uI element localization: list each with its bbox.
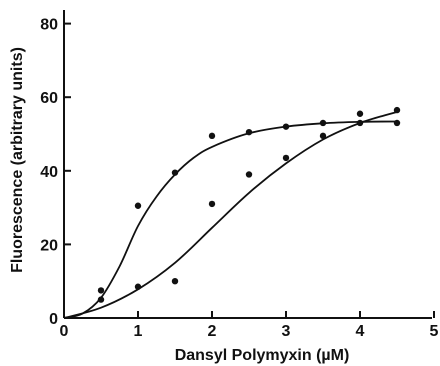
ticks [63,22,435,319]
y-axis-label: Fluorescence (arbitrary units) [9,47,26,273]
y-tick-label: 80 [40,17,58,34]
fitted-curves [63,111,398,319]
data-point-1 [282,123,290,130]
x-tick-label: 4 [356,323,365,340]
data-point-1 [245,128,253,136]
fit-curve-1 [63,120,398,319]
data-point-2 [282,154,290,162]
data-point-2 [319,132,327,140]
x-tick-label: 2 [208,323,217,340]
data-point-2 [245,171,253,178]
data-point-2 [97,296,105,303]
y-tick-label: 60 [40,90,58,107]
data-point-2 [393,106,401,114]
data-point-1 [319,119,327,127]
data-point-1 [356,119,364,127]
data-point-2 [134,283,142,290]
tick-labels: 0 1 2 3 4 5 0 20 40 60 80 [40,17,438,340]
data-point-1 [208,132,216,140]
fit-curve-2 [63,111,398,319]
axes [63,10,432,319]
data-point-1 [171,169,179,176]
data-point-2 [356,110,364,117]
data-point-2 [208,200,216,208]
x-tick-label: 1 [134,323,143,340]
data-point-1 [134,202,142,209]
x-axis-label: Dansyl Polymyxin (µM) [175,347,350,364]
data-point-1 [97,287,105,294]
x-tick-label: 3 [282,323,291,340]
data-point-2 [171,278,179,285]
y-tick-label: 40 [40,164,58,181]
x-tick-label: 5 [430,323,439,340]
data-point-1 [393,119,401,127]
x-tick-label: 0 [60,323,69,340]
y-tick-label: 20 [40,237,58,254]
y-tick-label: 0 [49,311,58,328]
data-points [97,106,401,303]
